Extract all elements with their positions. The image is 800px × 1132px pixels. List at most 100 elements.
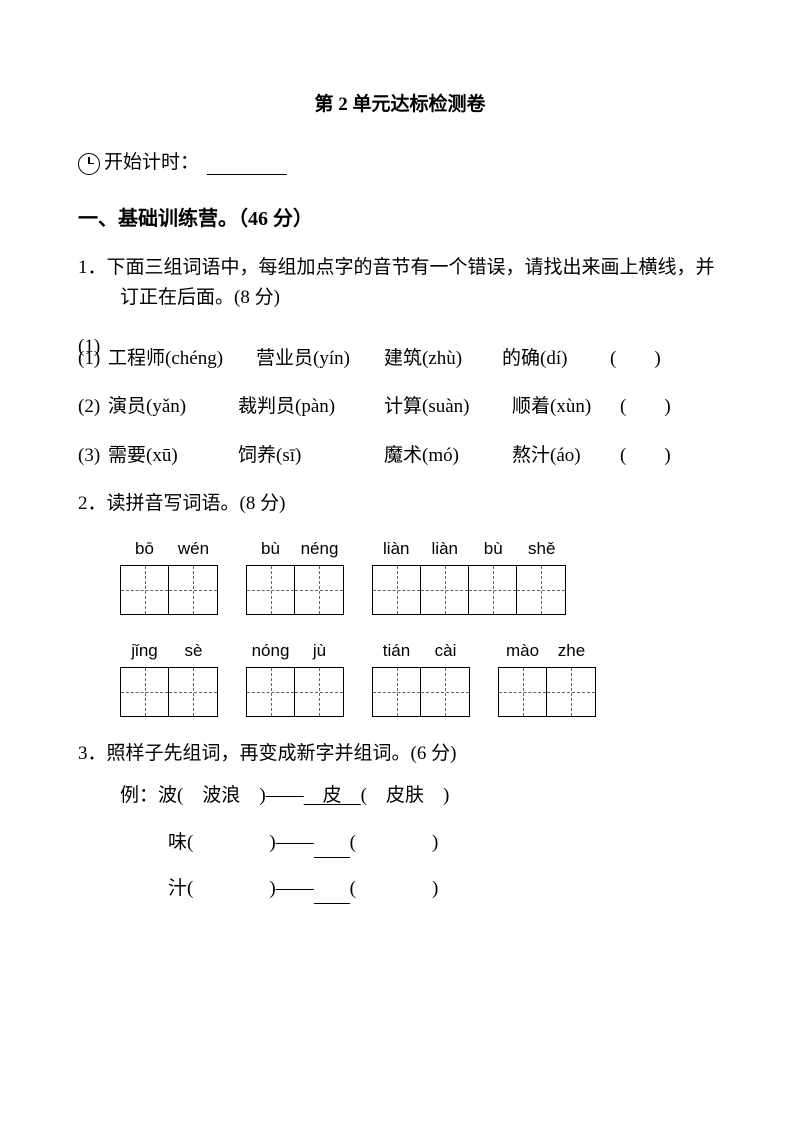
tian-cell[interactable] (373, 668, 421, 716)
pinyin-label: bù (469, 535, 518, 562)
tian-grid[interactable] (120, 565, 218, 615)
tian-cell[interactable] (421, 566, 469, 614)
q3-l2-b2[interactable]: ( ) (350, 878, 439, 899)
tian-grid[interactable] (246, 667, 344, 717)
q1r3-b: 饲养(sī) (238, 441, 384, 471)
q3-l2-blank[interactable] (314, 884, 350, 904)
pinyin-row-1: bōwénbùnéngliànliànbùshě (120, 535, 722, 615)
tian-cell[interactable] (517, 566, 565, 614)
q3-example: 例：波( 波浪 )—— 皮 ( 皮肤 ) (78, 781, 722, 811)
tian-cell[interactable] (169, 566, 217, 614)
q3-example-label: 例：波( 波浪 )—— (120, 785, 304, 806)
q1r1-b: 营业员(yín) (256, 344, 384, 374)
q1r2-paren[interactable]: ( ) (620, 392, 671, 422)
pinyin-label: nóng (246, 637, 295, 664)
pinyin-label: tián (372, 637, 421, 664)
q3-text: 3．照样子先组词，再变成新字并组词。(6 分) (78, 739, 722, 769)
tian-cell[interactable] (169, 668, 217, 716)
pinyin-label: cài (421, 637, 470, 664)
pinyin-block: bōwén (120, 535, 218, 615)
tian-grid[interactable] (372, 667, 470, 717)
q1r2-num: (2) (78, 392, 108, 422)
pinyin-labels: tiáncài (372, 637, 470, 664)
clock-icon (78, 153, 100, 175)
tian-cell[interactable] (247, 566, 295, 614)
q3-line-2: 汁( )—— ( ) (78, 874, 722, 904)
tian-cell[interactable] (469, 566, 517, 614)
q3-l2-char: 汁 (168, 878, 187, 899)
timer-blank[interactable] (207, 153, 287, 175)
page-title: 第 2 单元达标检测卷 (78, 90, 722, 120)
pinyin-label: bù (246, 535, 295, 562)
tian-cell[interactable] (373, 566, 421, 614)
tian-grid[interactable] (372, 565, 566, 615)
timer-label: 开始计时： (104, 148, 199, 178)
q1r1-d: 的确(dí) (502, 344, 610, 374)
pinyin-labels: liànliànbùshě (372, 535, 566, 562)
pinyin-label: sè (169, 637, 218, 664)
q1r1-c: 建筑(zhù) (384, 344, 502, 374)
pinyin-block: liànliànbùshě (372, 535, 566, 615)
tian-grid[interactable] (498, 667, 596, 717)
tian-cell[interactable] (247, 668, 295, 716)
pinyin-block: màozhe (498, 637, 596, 717)
pinyin-labels: bōwén (120, 535, 218, 562)
pinyin-label: mào (498, 637, 547, 664)
q1r3-d: 熬汁(áo) (512, 441, 620, 471)
pinyin-labels: bùnéng (246, 535, 344, 562)
pinyin-labels: nóngjù (246, 637, 344, 664)
tian-cell[interactable] (121, 668, 169, 716)
pinyin-label: néng (295, 535, 344, 562)
tian-cell[interactable] (499, 668, 547, 716)
q1r3-a: 需要(xū) (108, 441, 238, 471)
pinyin-block: tiáncài (372, 637, 470, 717)
q1r3-c: 魔术(mó) (384, 441, 512, 471)
section-header: 一、基础训练营。（46 分） (78, 203, 722, 235)
q1r2-d: 顺着(xùn) (512, 392, 620, 422)
tian-cell[interactable] (421, 668, 469, 716)
tian-cell[interactable] (121, 566, 169, 614)
tian-grid[interactable] (120, 667, 218, 717)
pinyin-label: liàn (421, 535, 470, 562)
pinyin-label: jǐng (120, 637, 169, 664)
pinyin-label: bō (120, 535, 169, 562)
q1-row1: (1) 工程师(chéng) 营业员(yín) 建筑(zhù) 的确(dí) (… (78, 344, 722, 374)
q1-text: 1．下面三组词语中，每组加点字的音节有一个错误，请找出来画上横线，并订正在后面。… (78, 253, 722, 314)
q3-line-1: 味( )—— ( ) (78, 828, 722, 858)
pinyin-block: nóngjù (246, 637, 344, 717)
q1r1-a: 工程师(chéng) (108, 344, 256, 374)
q1-row2: (2) 演员(yǎn) 裁判员(pàn) 计算(suàn) 顺着(xùn) ( … (78, 392, 722, 422)
q1r2-a: 演员(yǎn) (108, 392, 238, 422)
q1r2-b: 裁判员(pàn) (238, 392, 384, 422)
pinyin-grids: bōwénbùnéngliànliànbùshě jǐngsènóngjùtiá… (78, 535, 722, 717)
q2-text: 2．读拼音写词语。(8 分) (78, 489, 722, 519)
pinyin-label: wén (169, 535, 218, 562)
pinyin-label: shě (518, 535, 567, 562)
q1r1-num: (1) (78, 344, 108, 374)
pinyin-label: jù (295, 637, 344, 664)
q3-example-word: ( 皮肤 ) (361, 785, 450, 806)
pinyin-block: bùnéng (246, 535, 344, 615)
tian-cell[interactable] (295, 668, 343, 716)
q1r3-paren[interactable]: ( ) (620, 441, 671, 471)
pinyin-labels: màozhe (498, 637, 596, 664)
tian-cell[interactable] (295, 566, 343, 614)
q1r3-num: (3) (78, 441, 108, 471)
q3-l1-char: 味 (168, 832, 187, 853)
q3-l1-blank[interactable] (314, 838, 350, 858)
q3-l1-b2[interactable]: ( ) (350, 832, 439, 853)
tian-cell[interactable] (547, 668, 595, 716)
q1-row3: (3) 需要(xū) 饲养(sī) 魔术(mó) 熬汁(áo) ( ) (78, 441, 722, 471)
pinyin-block: jǐngsè (120, 637, 218, 717)
pinyin-labels: jǐngsè (120, 637, 218, 664)
q3-l1-b1[interactable]: ( )—— (187, 832, 314, 853)
pinyin-label: liàn (372, 535, 421, 562)
q3-example-char: 皮 (304, 785, 361, 806)
q1r1-paren[interactable]: ( ) (610, 344, 661, 374)
pinyin-row-2: jǐngsè nóngjù tiáncài màozhe (120, 637, 722, 717)
pinyin-label: zhe (547, 637, 596, 664)
tian-grid[interactable] (246, 565, 344, 615)
timer-row: 开始计时： (78, 148, 722, 178)
q3-l2-b1[interactable]: ( )—— (187, 878, 314, 899)
q1r2-c: 计算(suàn) (384, 392, 512, 422)
